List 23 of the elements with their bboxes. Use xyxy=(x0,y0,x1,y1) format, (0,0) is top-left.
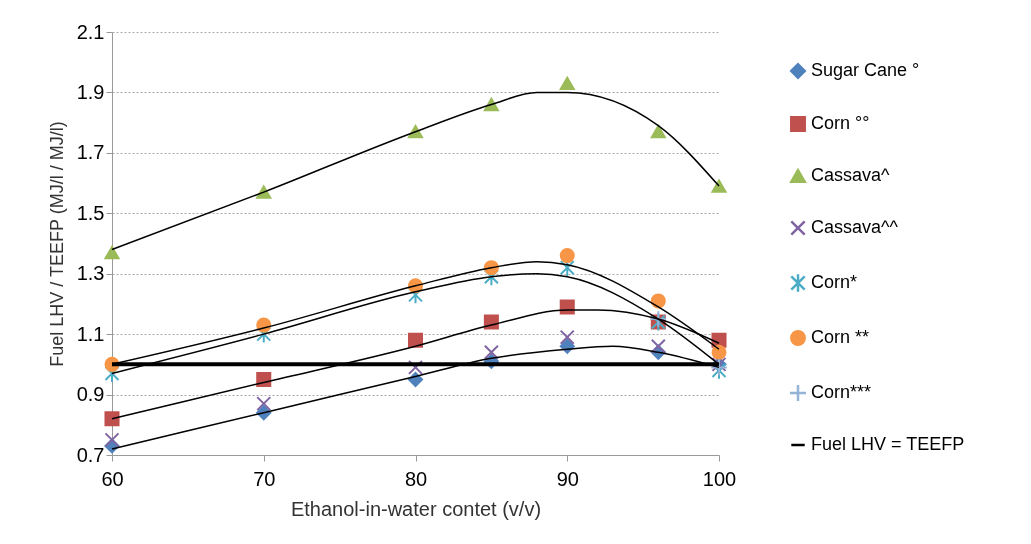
legend-label: Cassava^^ xyxy=(811,217,899,237)
y-axis-title: Fuel LHV / TEEFP (MJ/l / MJ/l) xyxy=(46,121,67,367)
x-tick-label: 70 xyxy=(253,467,276,490)
y-tick-label: 0.7 xyxy=(76,443,105,466)
y-tick-label: 1.3 xyxy=(76,262,105,285)
y-tick-label: 1.5 xyxy=(76,201,105,224)
legend-label: Cassava^ xyxy=(811,165,891,185)
y-tick-label: 0.9 xyxy=(76,383,105,406)
x-tick-label: 100 xyxy=(702,467,737,490)
y-tick-label: 1.9 xyxy=(76,80,105,103)
x-tick-label: 80 xyxy=(404,467,428,490)
y-tick-label: 1.7 xyxy=(76,141,105,164)
legend-label: Corn* xyxy=(811,272,858,292)
x-tick-label: 90 xyxy=(556,467,579,490)
legend-label: Corn*** xyxy=(811,382,872,402)
x-axis-title: Ethanol-in-water contet (v/v) xyxy=(290,497,542,520)
legend-label: Sugar Cane ° xyxy=(811,60,920,80)
legend-label: Corn ** xyxy=(811,327,870,347)
y-tick-label: 1.1 xyxy=(76,322,105,345)
legend-label: Fuel LHV = TEEFP xyxy=(811,434,965,454)
y-tick-label: 2.1 xyxy=(76,20,105,43)
legend-label: Corn °° xyxy=(811,113,870,133)
x-tick-label: 60 xyxy=(101,467,124,490)
